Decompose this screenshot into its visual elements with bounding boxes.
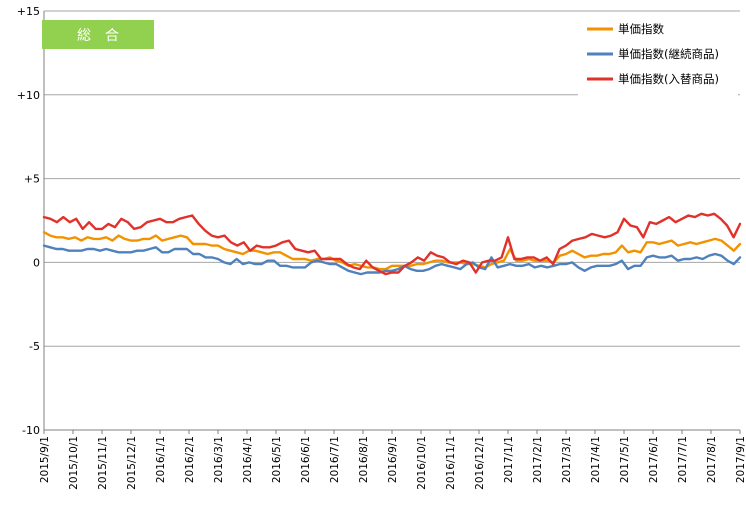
x-tick-label-0: 2015/9/1: [39, 436, 51, 483]
title-badge-bg: [42, 20, 154, 49]
y-tick-labels: +15 +10 +5 0 -5 -10: [17, 5, 40, 437]
y-tick-label-1: +10: [17, 89, 40, 102]
x-tick-label-7: 2016/4/1: [242, 436, 254, 483]
x-tick-label-20: 2017/5/1: [619, 436, 631, 483]
x-tick-label-4: 2016/1/1: [155, 436, 167, 483]
x-tick-label-16: 2017/1/1: [503, 436, 515, 483]
legend-label-2: 単価指数(入替商品): [618, 72, 719, 86]
legend-label-0: 単価指数: [618, 22, 664, 36]
title-badge: 総 合: [42, 20, 154, 49]
x-tick-label-9: 2016/6/1: [300, 436, 312, 483]
y-tick-label-0: +15: [17, 5, 40, 18]
x-tick-label-10: 2016/7/1: [329, 436, 341, 483]
legend-label-1: 単価指数(継続商品): [618, 47, 719, 61]
x-tick-label-3: 2015/12/1: [126, 436, 138, 490]
x-tick-label-15: 2016/12/1: [474, 436, 486, 490]
x-tick-label-17: 2017/2/1: [532, 436, 544, 483]
series-lines: [42, 212, 742, 276]
y-tick-label-3: 0: [33, 256, 40, 269]
y-tick-label-2: +5: [24, 173, 40, 186]
x-tick-labels: 2015/9/1 2015/10/1 2015/11/1 2015/12/1 2016/…: [39, 436, 746, 490]
y-tick-label-5: -10: [22, 424, 40, 437]
x-tick-label-12: 2016/9/1: [387, 436, 399, 483]
x-tick-label-1: 2015/10/1: [68, 436, 80, 490]
x-tick-label-14: 2016/11/1: [445, 436, 457, 490]
x-tick-label-22: 2017/7/1: [677, 436, 689, 483]
axes: [43, 11, 741, 434]
x-tick-label-21: 2017/6/1: [648, 436, 660, 483]
x-tick-label-5: 2016/2/1: [184, 436, 196, 483]
legend: 単価指数 単価指数(継続商品) 単価指数(入替商品): [578, 14, 738, 96]
x-tick-label-6: 2016/3/1: [213, 436, 225, 483]
x-tick-label-2: 2015/11/1: [97, 436, 109, 490]
series-line-0: [42, 230, 742, 271]
series-line-1: [42, 244, 742, 276]
x-tick-label-24: 2017/9/1: [735, 436, 746, 483]
x-tick-label-13: 2016/10/1: [416, 436, 428, 490]
series-line-2: [42, 212, 742, 276]
x-tick-label-23: 2017/8/1: [706, 436, 718, 483]
x-tick-label-11: 2016/8/1: [358, 436, 370, 483]
x-tick-label-18: 2017/3/1: [561, 436, 573, 483]
x-tick-label-19: 2017/4/1: [590, 436, 602, 483]
x-tick-label-8: 2016/5/1: [271, 436, 283, 483]
y-tick-label-4: -5: [29, 340, 40, 353]
chart-title: 総 合: [77, 28, 119, 44]
